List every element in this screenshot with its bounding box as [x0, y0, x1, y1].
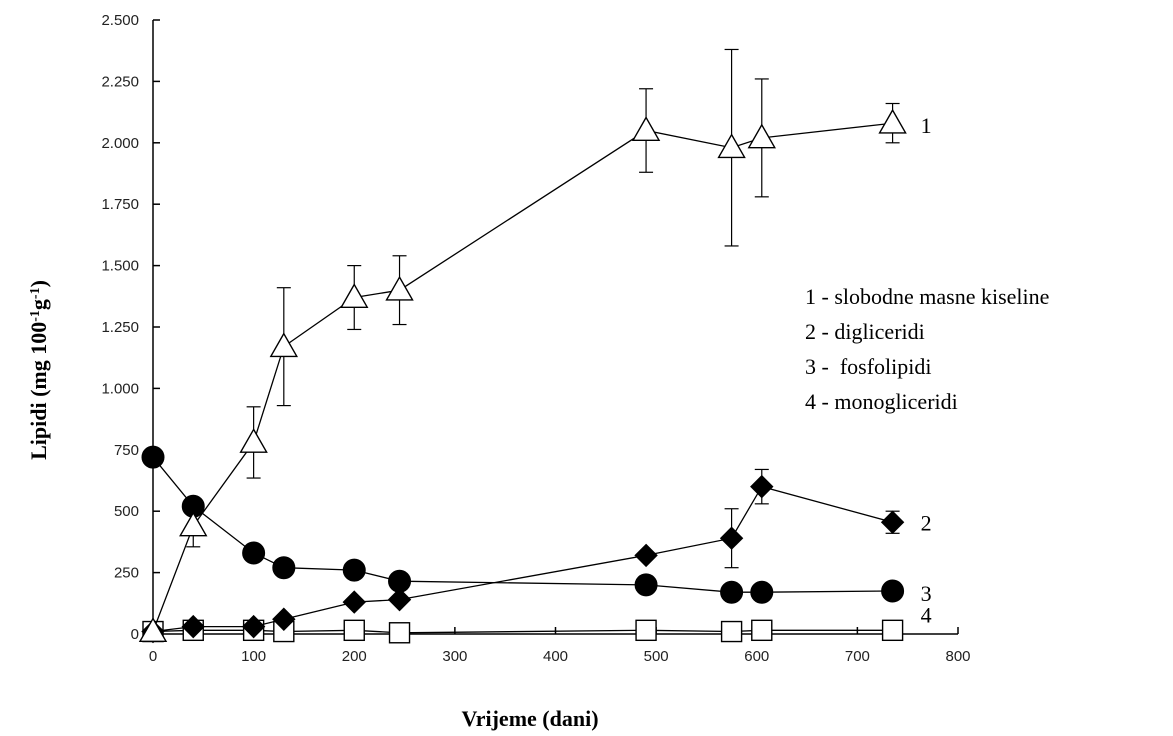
data-point-diamond: [342, 590, 366, 614]
data-point-diamond: [181, 614, 205, 639]
y-tick-label: 0: [131, 626, 139, 643]
data-point-circle: [881, 579, 905, 603]
data-point-triangle: [747, 123, 776, 149]
y-axis-title-sup-1: -1: [28, 310, 43, 322]
y-tick-label: 250: [114, 565, 139, 582]
y-tick-label: 2.500: [101, 12, 139, 29]
legend-item-2: 2 - digliceridi: [805, 319, 925, 344]
data-point-triangle: [878, 108, 907, 134]
data-point-triangle: [385, 275, 414, 301]
y-axis-title-part-3: ): [26, 280, 51, 287]
y-tick-label: 2.250: [101, 73, 139, 90]
series-layer: 1 2 34: [138, 48, 932, 644]
data-point-diamond: [387, 587, 412, 612]
legend-item-1: 1 - slobodne masne kiseline: [805, 284, 1049, 309]
data-point-diamond: [880, 510, 905, 534]
data-point-triangle: [631, 116, 661, 141]
series-end-label-3: 3: [921, 581, 932, 606]
x-tick-label: 700: [845, 648, 870, 665]
legend-item-4: 4 - monogliceridi: [805, 389, 958, 414]
legend-item-3: 3 - fosfolipidi: [805, 354, 932, 379]
data-point-triangle: [340, 283, 369, 308]
series-line-4: [152, 629, 893, 634]
series-1: [138, 48, 907, 642]
x-tick-label: 400: [543, 648, 568, 665]
data-point-diamond: [750, 474, 774, 499]
y-axis-title-sup-2: -1: [28, 287, 43, 299]
data-point-circle: [720, 580, 744, 604]
y-axis-title-part-2: g: [26, 299, 51, 310]
y-tick-label: 500: [114, 503, 139, 520]
data-point-circle: [242, 541, 266, 565]
data-point-triangle: [239, 428, 268, 453]
x-tick-label: 800: [945, 648, 970, 665]
data-point-circle: [634, 573, 658, 597]
data-point-circle: [388, 569, 412, 593]
series-end-label-4: 4: [921, 602, 932, 627]
x-axis-ticks: 0 100 200 300 400 500 600 700 800: [149, 627, 971, 665]
series-line-1: [152, 122, 893, 632]
y-tick-label: 1.500: [101, 258, 139, 275]
data-point-triangle: [269, 332, 299, 358]
y-axis-title: Lipidi (mg 100-1g-1): [26, 280, 51, 460]
plot-area: 0 250 500 750 1.000 1.250 1.500 1.750 2.000 2.250…: [101, 12, 970, 665]
series-line-3: [152, 456, 893, 593]
x-axis-title: Vrijeme (dani): [461, 706, 598, 731]
x-tick-label: 600: [744, 648, 769, 665]
y-tick-label: 1.750: [101, 196, 139, 213]
data-point-triangle: [179, 511, 208, 537]
x-tick-label: 300: [442, 648, 467, 665]
x-tick-label: 100: [241, 648, 266, 665]
data-point-circle: [141, 445, 165, 469]
y-axis-title-part-1: Lipidi (mg 100: [26, 322, 51, 460]
data-point-diamond: [719, 526, 744, 550]
series-end-label-2: 2: [921, 510, 932, 535]
y-tick-label: 750: [114, 442, 139, 459]
x-tick-label: 0: [149, 648, 157, 665]
data-point-diamond: [634, 543, 658, 568]
y-tick-label: 1.250: [101, 319, 139, 336]
data-point-diamond: [241, 614, 266, 639]
data-point-square: [881, 619, 904, 642]
data-point-triangle: [138, 617, 168, 642]
data-point-circle: [342, 558, 366, 582]
data-point-circle: [272, 556, 296, 580]
y-tick-label: 2.000: [101, 135, 139, 152]
data-point-triangle: [717, 133, 746, 159]
series-3: [141, 445, 905, 604]
x-tick-label: 200: [342, 648, 367, 665]
series-end-label-1: 1: [921, 113, 932, 138]
data-point-square: [751, 619, 773, 642]
data-point-square: [343, 619, 365, 642]
data-point-diamond: [272, 607, 296, 631]
data-point-square: [635, 619, 657, 642]
data-point-circle: [750, 580, 774, 604]
y-tick-label: 1.000: [101, 380, 139, 397]
data-point-square: [720, 620, 743, 643]
data-point-square: [388, 622, 411, 644]
legend: 1 - slobodne masne kiseline 2 - diglicer…: [805, 284, 1049, 414]
series-line-2: [152, 485, 893, 633]
y-axis-ticks: 0 250 500 750 1.000 1.250 1.500 1.750 2.000 2.250…: [101, 12, 160, 643]
x-tick-label: 500: [644, 648, 669, 665]
